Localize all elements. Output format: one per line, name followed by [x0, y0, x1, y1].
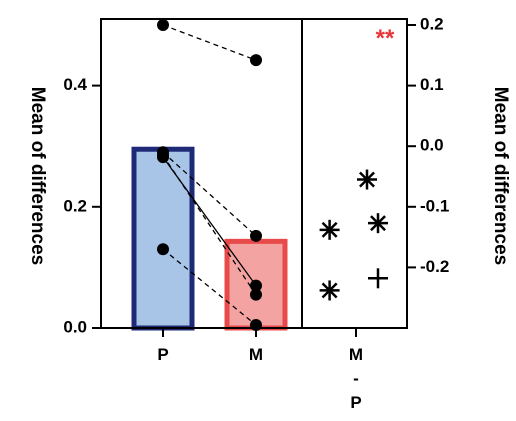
- asterisk-marker: [368, 213, 388, 234]
- left-y-tick-label: 0.0: [63, 317, 87, 336]
- right-y-tick-label: 0.1: [420, 75, 444, 94]
- right-y-tick-label: 0.0: [420, 136, 444, 155]
- right-y-tick-label: -0.2: [420, 257, 449, 276]
- asterisk-marker: [319, 280, 340, 301]
- right-y-tick-label: -0.1: [420, 196, 449, 215]
- x-tick-label-p: P: [157, 345, 168, 364]
- data-point-m: [250, 288, 262, 301]
- left-y-tick-label: 0.4: [63, 75, 87, 94]
- data-point-m: [250, 229, 262, 242]
- significance-annotation: **: [376, 25, 395, 52]
- paired-line: [162, 24, 257, 61]
- x-tick-label-m-minus-p: M: [349, 345, 363, 364]
- left-panel: 0.0 0.2 0.4 P M: [63, 18, 408, 364]
- data-point-m: [250, 279, 262, 292]
- x-tick-label-m-minus-p: P: [350, 393, 361, 412]
- asterisk-marker-stroke: [321, 282, 338, 299]
- x-tick-label-m-minus-p: -: [353, 369, 359, 388]
- left-y-axis-title: Mean of differences: [27, 87, 48, 265]
- paired-line: [162, 248, 257, 326]
- right-y-axis-title: Mean of differences: [490, 87, 511, 265]
- x-tick-label-m: M: [249, 345, 263, 364]
- asterisk-marker: [319, 219, 340, 240]
- data-point-p: [157, 149, 169, 162]
- plot-frame: [100, 18, 408, 329]
- left-y-tick-label: 0.2: [63, 196, 87, 215]
- right-y-tick-label: 0.2: [420, 14, 444, 33]
- asterisk-marker-stroke: [370, 215, 386, 232]
- asterisk-marker-stroke: [321, 221, 338, 238]
- data-point-m: [250, 54, 262, 67]
- plus-marker: [368, 268, 388, 289]
- right-panel: M - P 0.2 0.1 0.0 -0.1 -0.2: [319, 14, 449, 412]
- asterisk-marker: [357, 169, 377, 190]
- data-point-p: [157, 243, 169, 256]
- asterisk-marker-stroke: [359, 171, 375, 188]
- bar-p: [131, 146, 195, 331]
- paired-line: [162, 154, 257, 296]
- paired-line: [162, 151, 257, 237]
- data-point-p: [157, 19, 169, 31]
